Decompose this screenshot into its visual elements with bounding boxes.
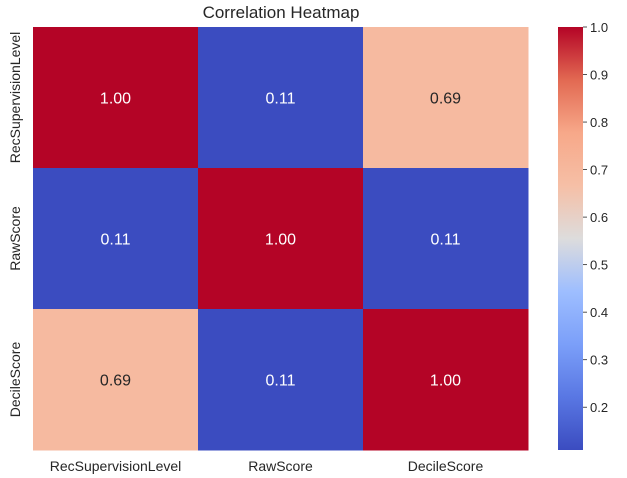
- heatmap-cell: [363, 27, 529, 169]
- cell-value-label: 1.00: [265, 232, 296, 249]
- colorbar-tick-label: 0.7: [590, 163, 608, 178]
- colorbar-tick-label: 0.4: [590, 305, 608, 320]
- x-tick-label: RecSupervisionLevel: [50, 458, 182, 474]
- colorbar-tick-label: 1.0: [590, 20, 608, 35]
- heatmap-cells: 1.00 0.11 0.69 0.11 1.00 0.11 0.69 0.11 1.00: [33, 27, 529, 451]
- x-tick-label: RawScore: [248, 458, 313, 474]
- heatmap-cell: [33, 168, 199, 310]
- colorbar-tick-label: 0.6: [590, 210, 608, 225]
- heatmap-cell: [198, 168, 364, 310]
- colorbar-tick-label: 0.5: [590, 258, 608, 273]
- colorbar-tick-label: 0.3: [590, 353, 608, 368]
- colorbar-tick-label: 0.9: [590, 68, 608, 83]
- cell-value-label: 0.11: [266, 91, 296, 108]
- cell-value-label: 0.11: [101, 232, 131, 249]
- x-axis-tick-labels: RecSupervisionLevel RawScore DecileScore: [50, 458, 484, 474]
- heatmap-cell: [363, 168, 529, 310]
- cell-value-label: 1.00: [100, 91, 131, 108]
- colorbar-tick-label: 0.8: [590, 115, 608, 130]
- colorbar-gradient: [558, 27, 583, 450]
- heatmap-cell: [198, 27, 364, 169]
- colorbar: 1.0 0.9 0.8 0.7 0.6 0.5 0.4 0.3 0.2: [558, 20, 608, 450]
- chart-title: Correlation Heatmap: [203, 3, 360, 22]
- heatmap-cell: [33, 27, 199, 169]
- cell-value-label: 1.00: [430, 373, 461, 390]
- cell-value-label: 0.11: [266, 373, 296, 390]
- cell-value-label: 0.69: [430, 91, 461, 108]
- heatmap-cell: [33, 309, 199, 451]
- y-tick-label: RecSupervisionLevel: [7, 32, 23, 164]
- colorbar-ticks: 1.0 0.9 0.8 0.7 0.6 0.5 0.4 0.3 0.2: [583, 20, 608, 415]
- heatmap-cell: [363, 309, 529, 451]
- heatmap-cell: [198, 309, 364, 451]
- cell-value-label: 0.11: [431, 232, 461, 249]
- y-tick-label: DecileScore: [7, 342, 23, 418]
- y-axis-tick-labels: RecSupervisionLevel RawScore DecileScore: [7, 32, 23, 418]
- y-tick-label: RawScore: [7, 206, 23, 271]
- cell-value-label: 0.69: [100, 373, 131, 390]
- x-tick-label: DecileScore: [408, 458, 484, 474]
- colorbar-tick-label: 0.2: [590, 400, 608, 415]
